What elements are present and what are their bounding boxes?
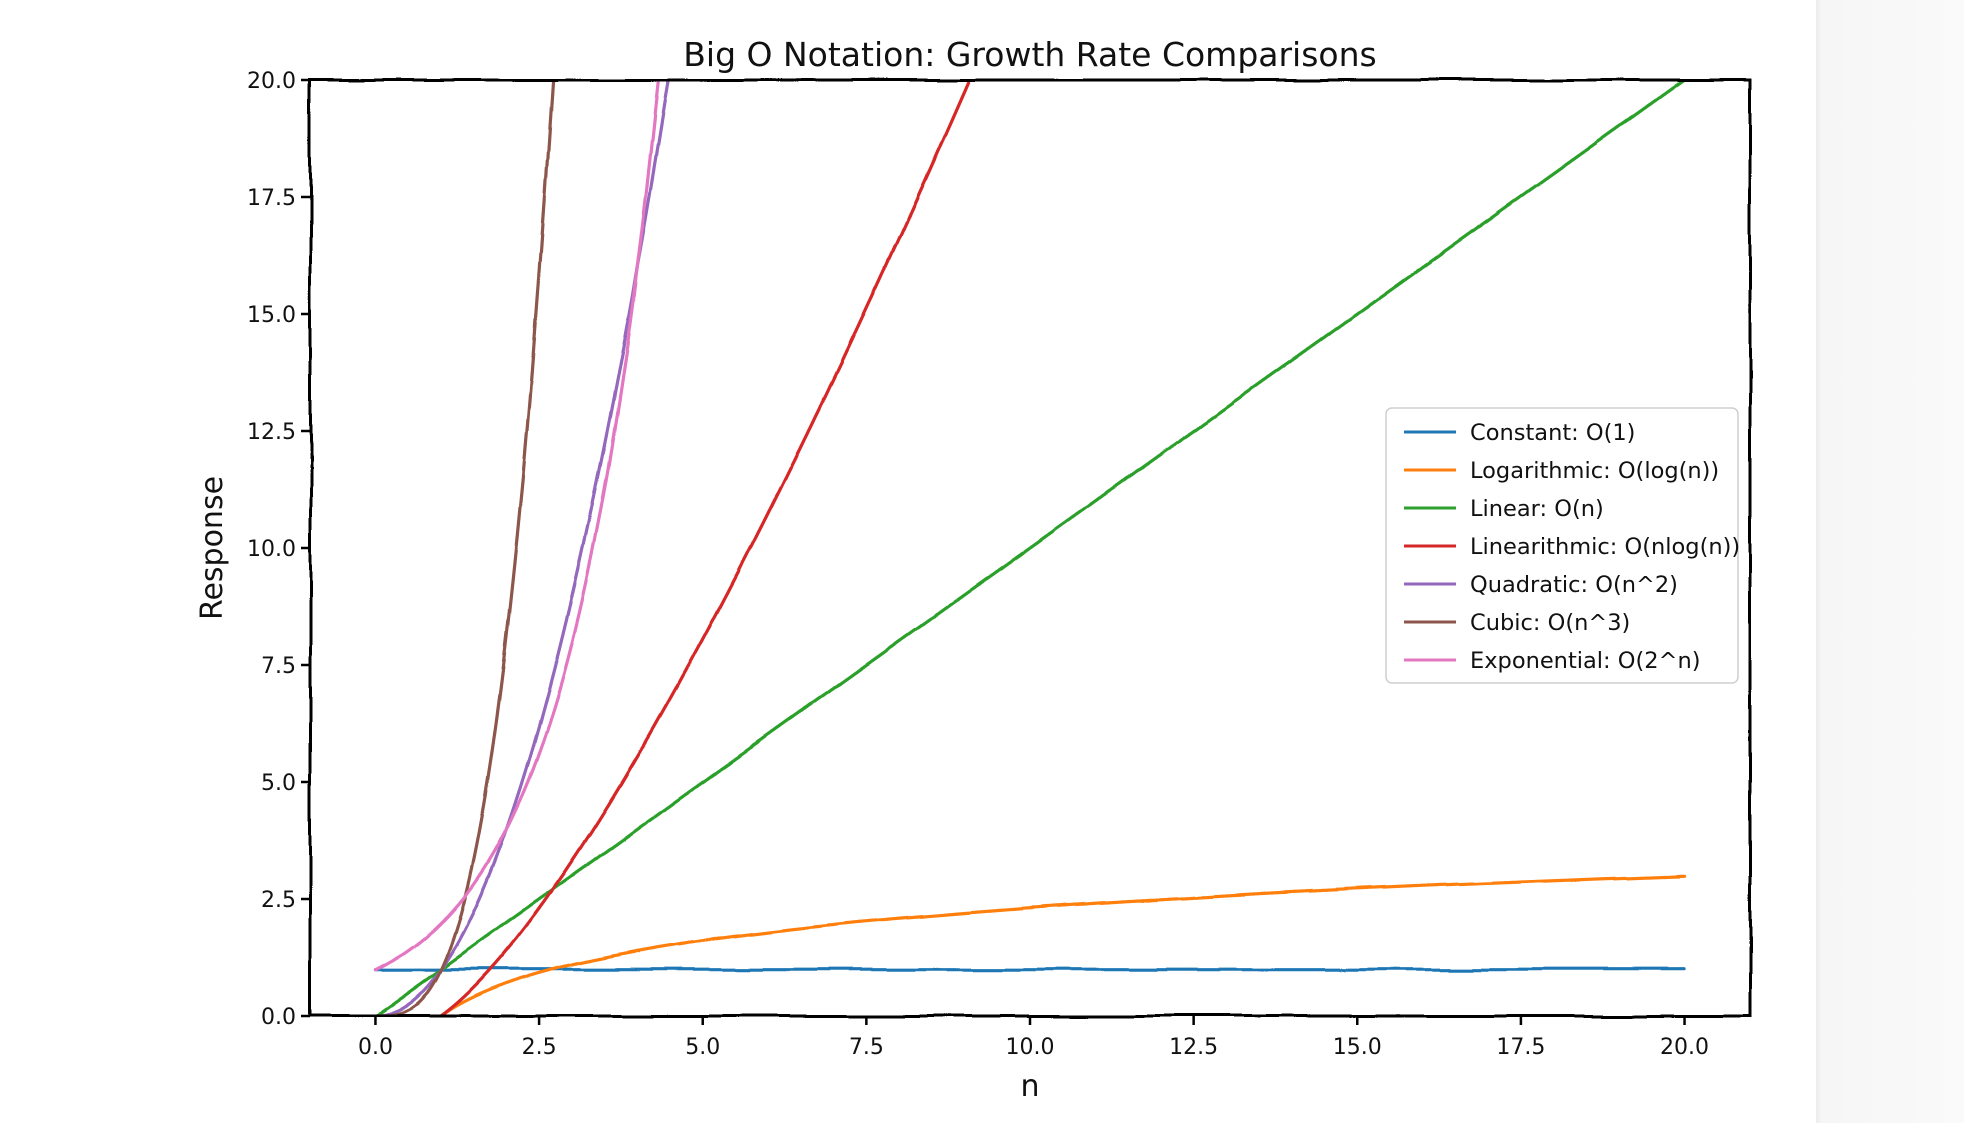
legend-label: Constant: O(1) [1470,420,1635,446]
x-tick-label: 5.0 [685,1035,720,1060]
y-tick-label: 10.0 [247,537,296,562]
series-line [373,80,1687,1016]
y-axis: 0.0 2.5 5.0 7.5 10.0 12.5 15.0 17.5 20.0 [247,69,310,1030]
legend-frame [1385,407,1739,684]
y-tick-label: 17.5 [247,186,296,211]
y-tick-label: 5.0 [261,771,296,796]
legend-label: Quadratic: O(n^2) [1470,572,1678,598]
x-tick-label: 17.5 [1496,1035,1545,1060]
series-layer [373,80,1687,1016]
y-tick-label: 12.5 [247,420,296,445]
series-line [439,80,971,1016]
x-tick-label: 2.5 [522,1035,557,1060]
y-tick-label: 7.5 [261,654,296,679]
x-tick-label: 0.0 [358,1035,393,1060]
series-line [373,80,660,971]
x-tick-label: 12.5 [1169,1035,1218,1060]
x-tick-label: 15.0 [1333,1035,1382,1060]
x-tick-label: 7.5 [849,1035,884,1060]
legend-label: Cubic: O(n^3) [1470,610,1630,636]
y-tick-label: 15.0 [247,303,296,328]
legend-label: Logarithmic: O(log(n)) [1470,458,1719,484]
x-tick-label: 10.0 [1006,1035,1055,1060]
series-line [439,874,1687,1016]
chart-title: Big O Notation: Growth Rate Comparisons [683,35,1376,74]
legend-label: Exponential: O(2^n) [1470,648,1700,674]
x-axis-label: n [1020,1069,1039,1104]
y-axis-label: Response [195,476,230,620]
x-axis: 0.0 2.5 5.0 7.5 10.0 12.5 15.0 17.5 20.0 [358,1016,1709,1060]
legend: Constant: O(1) Logarithmic: O(log(n)) Line… [1385,407,1740,684]
window-edge [1816,0,1964,1123]
y-tick-label: 0.0 [261,1005,296,1030]
legend-label: Linear: O(n) [1470,496,1604,522]
x-tick-label: 20.0 [1660,1035,1709,1060]
legend-label: Linearithmic: O(nlog(n)) [1470,534,1740,560]
y-tick-label: 20.0 [247,69,296,94]
series-line [373,80,670,1016]
y-tick-label: 2.5 [261,888,296,913]
